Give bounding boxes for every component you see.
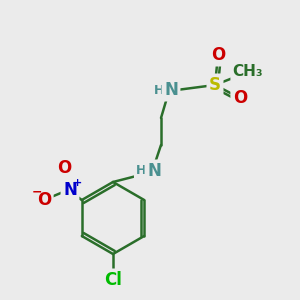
Text: O: O — [211, 46, 225, 64]
Text: H: H — [154, 83, 164, 97]
Text: N: N — [147, 162, 161, 180]
Text: S: S — [209, 76, 221, 94]
Text: CH₃: CH₃ — [233, 64, 263, 80]
Text: O: O — [233, 89, 247, 107]
Text: N: N — [63, 181, 77, 199]
Text: O: O — [57, 159, 71, 177]
Text: H: H — [136, 164, 146, 178]
Text: Cl: Cl — [104, 271, 122, 289]
Text: +: + — [72, 178, 82, 188]
Text: O: O — [37, 191, 51, 209]
Text: N: N — [164, 81, 178, 99]
Text: −: − — [32, 185, 42, 199]
